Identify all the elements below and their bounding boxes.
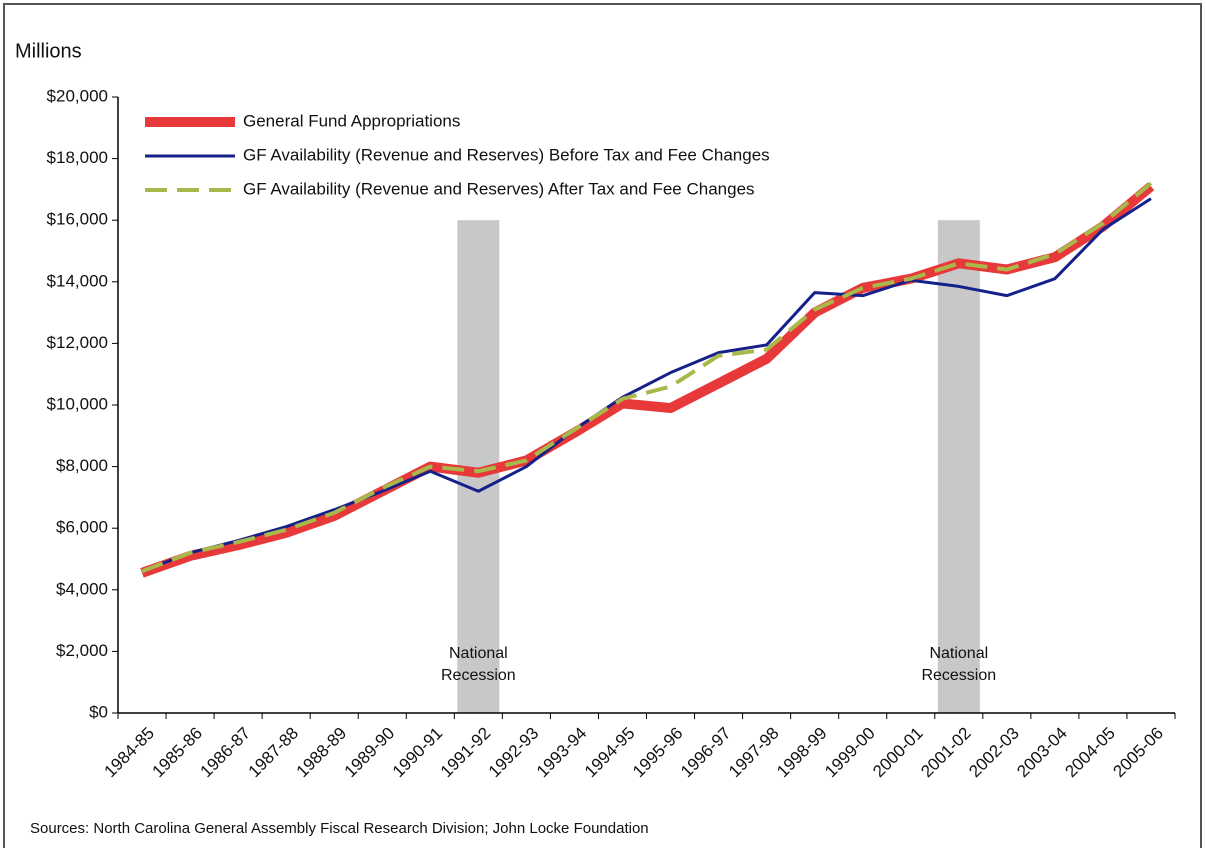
x-tick-label: 1991-92 [437, 724, 495, 782]
frame [3, 3, 1202, 848]
x-tick-label: 2001-02 [917, 724, 975, 782]
series-layer [140, 181, 1155, 578]
x-tick-label: 2005-06 [1109, 724, 1167, 782]
x-tick-label: 1984-85 [100, 724, 158, 782]
x-tick-label: 2003-04 [1013, 724, 1071, 782]
x-tick-label: 2004-05 [1061, 724, 1119, 782]
y-tick-label: $16,000 [47, 210, 108, 229]
recession-band [937, 220, 980, 713]
y-tick-label: $14,000 [47, 271, 108, 290]
y-tick-label: $0 [89, 702, 108, 721]
source-note: Sources: North Carolina General Assembly… [30, 820, 649, 837]
x-tick-label: 1990-91 [389, 724, 447, 782]
y-tick-label: $18,000 [47, 148, 108, 167]
y-tick-label: $12,000 [47, 333, 108, 352]
x-tick-label: 1993-94 [533, 724, 591, 782]
series-line [141, 181, 1153, 574]
y-tick-label: $20,000 [47, 86, 108, 105]
legend-label: General Fund Appropriations [243, 111, 460, 130]
x-tick-label: 1987-88 [245, 724, 303, 782]
y-tick-label: $10,000 [47, 394, 108, 413]
y-tick-label: $4,000 [56, 579, 108, 598]
recession-label: National [929, 645, 988, 662]
legend-label: GF Availability (Revenue and Reserves) B… [243, 145, 770, 164]
x-tick-label: 1989-90 [341, 724, 399, 782]
x-tick-label: 1988-89 [293, 724, 351, 782]
x-tick-label: 1992-93 [485, 724, 543, 782]
x-tick-label: 1995-96 [629, 724, 687, 782]
legend-label: GF Availability (Revenue and Reserves) A… [243, 179, 755, 198]
y-tick-label: $8,000 [56, 456, 108, 475]
recession-label: National [449, 645, 508, 662]
series-line [140, 182, 1155, 578]
x-tick-label: 1994-95 [581, 724, 639, 782]
recession-label: Recession [921, 667, 996, 684]
x-tick-label: 1985-86 [149, 724, 207, 782]
x-tick-label: 1998-99 [773, 724, 831, 782]
legend: General Fund Appropriations GF Availabili… [145, 111, 770, 198]
y-tick-label: $2,000 [56, 641, 108, 660]
y-axis-label: Millions [15, 40, 82, 62]
x-tick-label: 1986-87 [197, 724, 255, 782]
x-tick-label: 2000-01 [869, 724, 927, 782]
x-tick-label: 1997-98 [725, 724, 783, 782]
recession-label: Recession [441, 667, 516, 684]
x-tick-label: 1999-00 [821, 724, 879, 782]
y-tick-label: $6,000 [56, 518, 108, 537]
series-line [141, 197, 1152, 573]
x-tick-label: 1996-97 [677, 724, 735, 782]
x-tick-label: 2002-03 [965, 724, 1023, 782]
